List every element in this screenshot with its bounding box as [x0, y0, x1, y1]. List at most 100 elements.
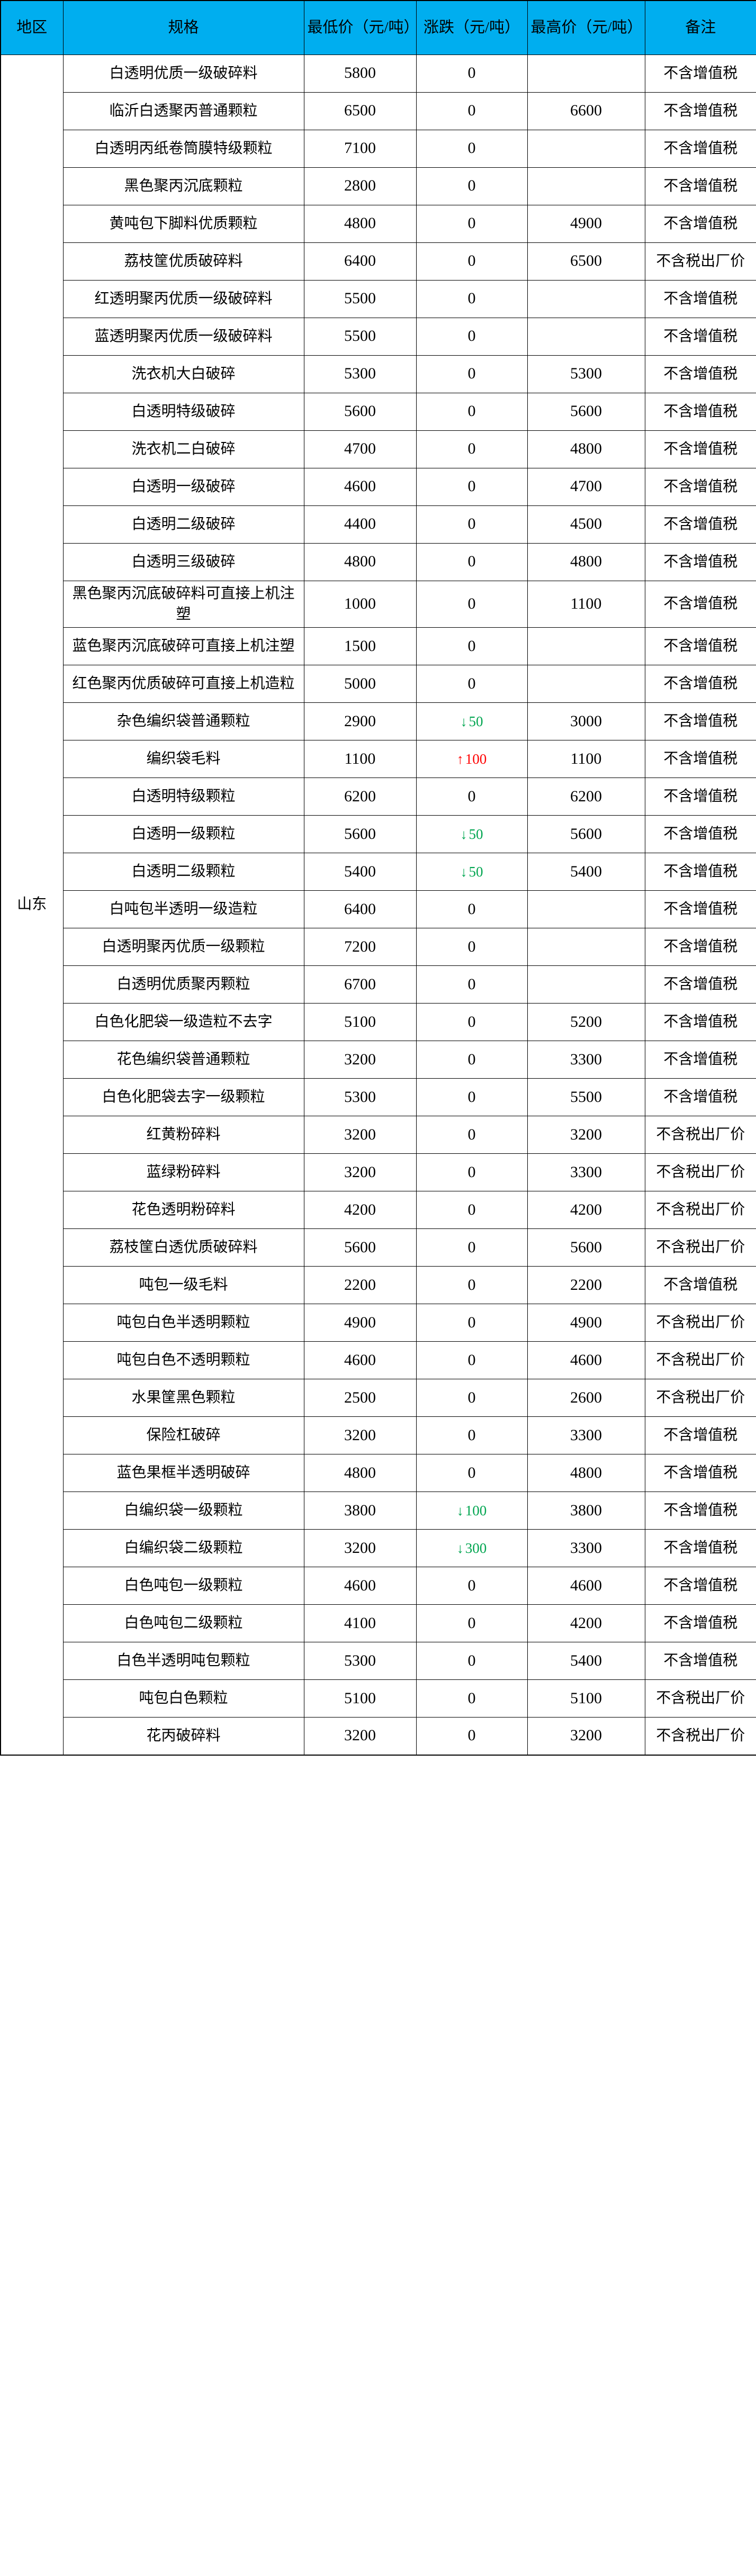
spec-cell: 黑色聚丙沉底颗粒 — [62, 167, 304, 205]
change-cell: 0 — [416, 92, 528, 130]
change-value: 0 — [467, 1276, 476, 1294]
change-value: 50 — [469, 826, 483, 843]
spec-cell: 蓝色果框半透明破碎 — [62, 1454, 304, 1492]
column-header-change: 涨跌（元/吨） — [416, 0, 528, 55]
high-price-cell: 6600 — [527, 92, 645, 130]
low-price-cell: 5500 — [303, 317, 417, 356]
high-price-cell: 5200 — [527, 1003, 645, 1041]
change-cell: 0 — [416, 1228, 528, 1267]
spec-cell: 红透明聚丙优质一级破碎料 — [62, 279, 304, 318]
table-row: 白色化肥袋去字一级颗粒 5300 0 5500 不含增值税 — [1, 1078, 756, 1116]
spec-cell: 白透明特级破碎 — [62, 392, 304, 431]
change-value: 0 — [467, 64, 476, 82]
change-value: 0 — [467, 1388, 476, 1406]
high-price-cell: 4200 — [527, 1604, 645, 1642]
change-cell: 0 — [416, 129, 528, 168]
low-price-cell: 5500 — [303, 279, 417, 318]
low-price-cell: 5100 — [303, 1003, 417, 1041]
high-price-cell: 5600 — [527, 392, 645, 431]
table-row: 荔枝筐白透优质破碎料 5600 0 5600 不含税出厂价 — [1, 1228, 756, 1267]
header-row: 地区 规格 最低价（元/吨） 涨跌（元/吨） 最高价（元/吨） 备注 — [0, 0, 756, 55]
low-price-cell: 3800 — [303, 1492, 417, 1530]
region-cell: 山东 — [0, 54, 64, 1755]
table-row: 吨包一级毛料 2200 0 2200 不含增值税 — [1, 1266, 756, 1304]
spec-cell: 花色编织袋普通颗粒 — [62, 1041, 304, 1079]
change-cell: 0 — [416, 1116, 528, 1154]
note-cell: 不含税出厂价 — [644, 1379, 756, 1417]
table-row: 吨包白色颗粒 5100 0 5100 不含税出厂价 — [1, 1679, 756, 1718]
table-row: 白色半透明吨包颗粒 5300 0 5400 不含增值税 — [1, 1642, 756, 1680]
table-row: 白透明二级破碎 4400 0 4500 不含增值税 — [1, 505, 756, 544]
table-row: 红黄粉碎料 3200 0 3200 不含税出厂价 — [1, 1116, 756, 1154]
change-cell: 0 — [416, 665, 528, 703]
note-cell: 不含增值税 — [644, 92, 756, 130]
note-cell: 不含增值税 — [644, 627, 756, 665]
spec-cell: 花色透明粉碎料 — [62, 1191, 304, 1229]
change-cell: ↓ 300 — [416, 1529, 528, 1567]
high-price-cell: 4600 — [527, 1341, 645, 1379]
spec-cell: 洗衣机二白破碎 — [62, 430, 304, 468]
high-price-cell: 5400 — [527, 853, 645, 891]
change-value: 0 — [467, 252, 476, 270]
table-row: 临沂白透聚丙普通颗粒 6500 0 6600 不含增值税 — [1, 92, 756, 130]
spec-cell: 白编织袋一级颗粒 — [62, 1492, 304, 1530]
price-sheet: 地区 规格 最低价（元/吨） 涨跌（元/吨） 最高价（元/吨） 备注 山东 白透明… — [0, 0, 756, 1756]
high-price-cell: 3800 — [527, 1492, 645, 1530]
table-row: 红透明聚丙优质一级破碎料 5500 0 不含增值税 — [1, 279, 756, 318]
low-price-cell: 3200 — [303, 1041, 417, 1079]
change-cell: 0 — [416, 1153, 528, 1191]
table-row: 吨包白色不透明颗粒 4600 0 4600 不含税出厂价 — [1, 1341, 756, 1379]
note-cell: 不含税出厂价 — [644, 1679, 756, 1718]
table-row: 水果筐黑色颗粒 2500 0 2600 不含税出厂价 — [1, 1379, 756, 1417]
high-price-cell: 1100 — [527, 580, 645, 628]
change-value: 0 — [467, 1163, 476, 1181]
note-cell: 不含增值税 — [644, 853, 756, 891]
low-price-cell: 5300 — [303, 355, 417, 393]
change-value: 50 — [469, 713, 483, 730]
table-row: 吨包白色半透明颗粒 4900 0 4900 不含税出厂价 — [1, 1304, 756, 1342]
change-cell: 0 — [416, 1379, 528, 1417]
low-price-cell: 2500 — [303, 1379, 417, 1417]
high-price-cell — [527, 890, 645, 928]
spec-cell: 蓝色聚丙沉底破碎可直接上机注塑 — [62, 627, 304, 665]
note-cell: 不含增值税 — [644, 355, 756, 393]
note-cell: 不含税出厂价 — [644, 1228, 756, 1267]
high-price-cell: 5600 — [527, 815, 645, 853]
note-cell: 不含增值税 — [644, 505, 756, 544]
change-value: 0 — [467, 402, 476, 420]
change-value: 0 — [467, 1013, 476, 1031]
low-price-cell: 2800 — [303, 167, 417, 205]
table-row: 白编织袋一级颗粒 3800 ↓ 100 3800 不含增值税 — [1, 1492, 756, 1530]
note-cell: 不含增值税 — [644, 167, 756, 205]
spec-cell: 红黄粉碎料 — [62, 1116, 304, 1154]
high-price-cell: 3300 — [527, 1416, 645, 1454]
high-price-cell: 3200 — [527, 1717, 645, 1755]
high-price-cell: 1100 — [527, 740, 645, 778]
low-price-cell: 7200 — [303, 928, 417, 966]
spec-cell: 吨包一级毛料 — [62, 1266, 304, 1304]
change-cell: 0 — [416, 467, 528, 506]
high-price-cell: 2600 — [527, 1379, 645, 1417]
spec-cell: 红色聚丙优质破碎可直接上机造粒 — [62, 665, 304, 703]
low-price-cell: 4800 — [303, 204, 417, 243]
change-cell: 0 — [416, 890, 528, 928]
table-row: 红色聚丙优质破碎可直接上机造粒 5000 0 不含增值税 — [1, 665, 756, 703]
table-row: 白色吨包一级颗粒 4600 0 4600 不含增值税 — [1, 1567, 756, 1605]
high-price-cell: 6500 — [527, 242, 645, 281]
table-row: 白透明二级颗粒 5400 ↓ 50 5400 不含增值税 — [1, 853, 756, 891]
note-cell: 不含增值税 — [644, 1416, 756, 1454]
change-cell: ↓ 100 — [416, 1492, 528, 1530]
note-cell: 不含增值税 — [644, 467, 756, 506]
change-value: 0 — [467, 177, 476, 195]
low-price-cell: 5600 — [303, 815, 417, 853]
table-row: 白透明三级破碎 4800 0 4800 不含增值税 — [1, 543, 756, 581]
change-value: 0 — [467, 900, 476, 918]
high-price-cell: 6200 — [527, 778, 645, 816]
change-value: 0 — [467, 139, 476, 157]
low-price-cell: 5000 — [303, 665, 417, 703]
spec-cell: 黑色聚丙沉底破碎料可直接上机注塑 — [62, 580, 304, 628]
change-value: 0 — [467, 1088, 476, 1106]
spec-cell: 白透明二级颗粒 — [62, 853, 304, 891]
low-price-cell: 4600 — [303, 467, 417, 506]
note-cell: 不含税出厂价 — [644, 1153, 756, 1191]
